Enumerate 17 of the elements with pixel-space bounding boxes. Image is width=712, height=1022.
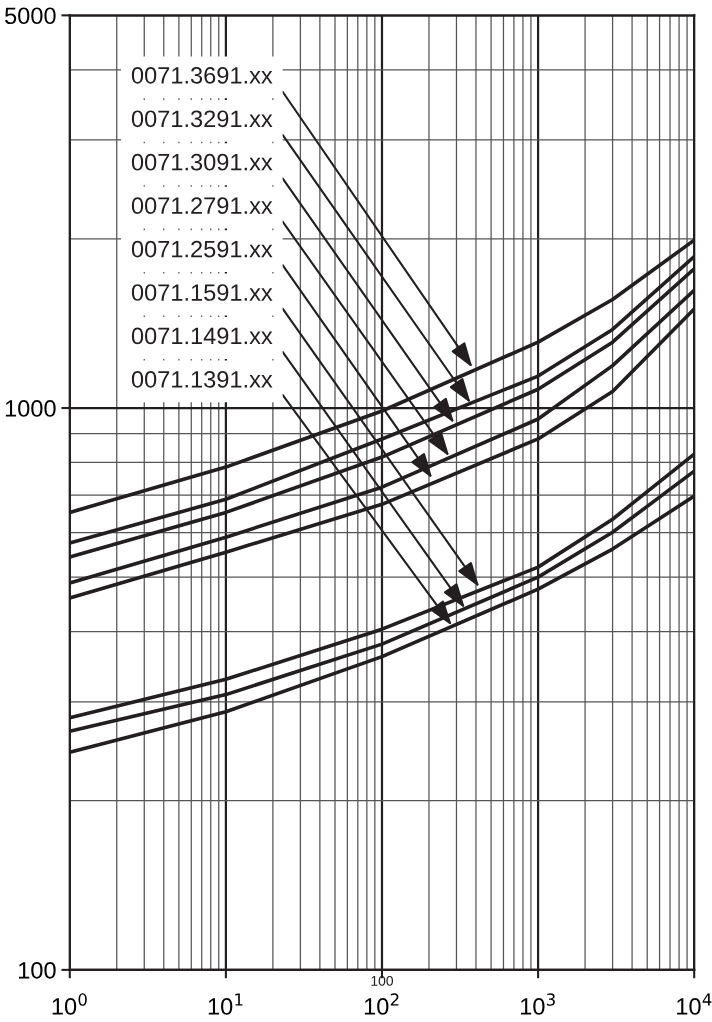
x-tick-label: 10$^{0}$: [52, 993, 87, 1015]
x-tick-label: 10$^{2}$: [364, 993, 399, 1015]
x-tick-label: 10$^{1}$: [208, 993, 243, 1015]
annotation: 0071.3091.xx: [131, 153, 273, 171]
annotation: 0071.2791.xx: [131, 197, 273, 215]
text: 100: [371, 975, 394, 986]
y-tick-label: 1000: [5, 400, 56, 417]
x-tick-label: 10$^{3}$: [521, 993, 555, 1015]
annotation: 0071.3291.xx: [131, 110, 273, 128]
annotation: 0071.3691.xx: [131, 66, 273, 84]
y-tick-label: 100: [18, 961, 56, 979]
annotation: 0071.1591.xx: [131, 284, 273, 301]
annotation: 0071.2591.xx: [131, 240, 273, 258]
x-tick-label: 10$^{4}$: [677, 993, 712, 1015]
y-tick-label: 5000: [5, 7, 56, 25]
annotation: 0071.1391.xx: [131, 371, 273, 388]
annotation: 0071.1491.xx: [131, 327, 273, 345]
